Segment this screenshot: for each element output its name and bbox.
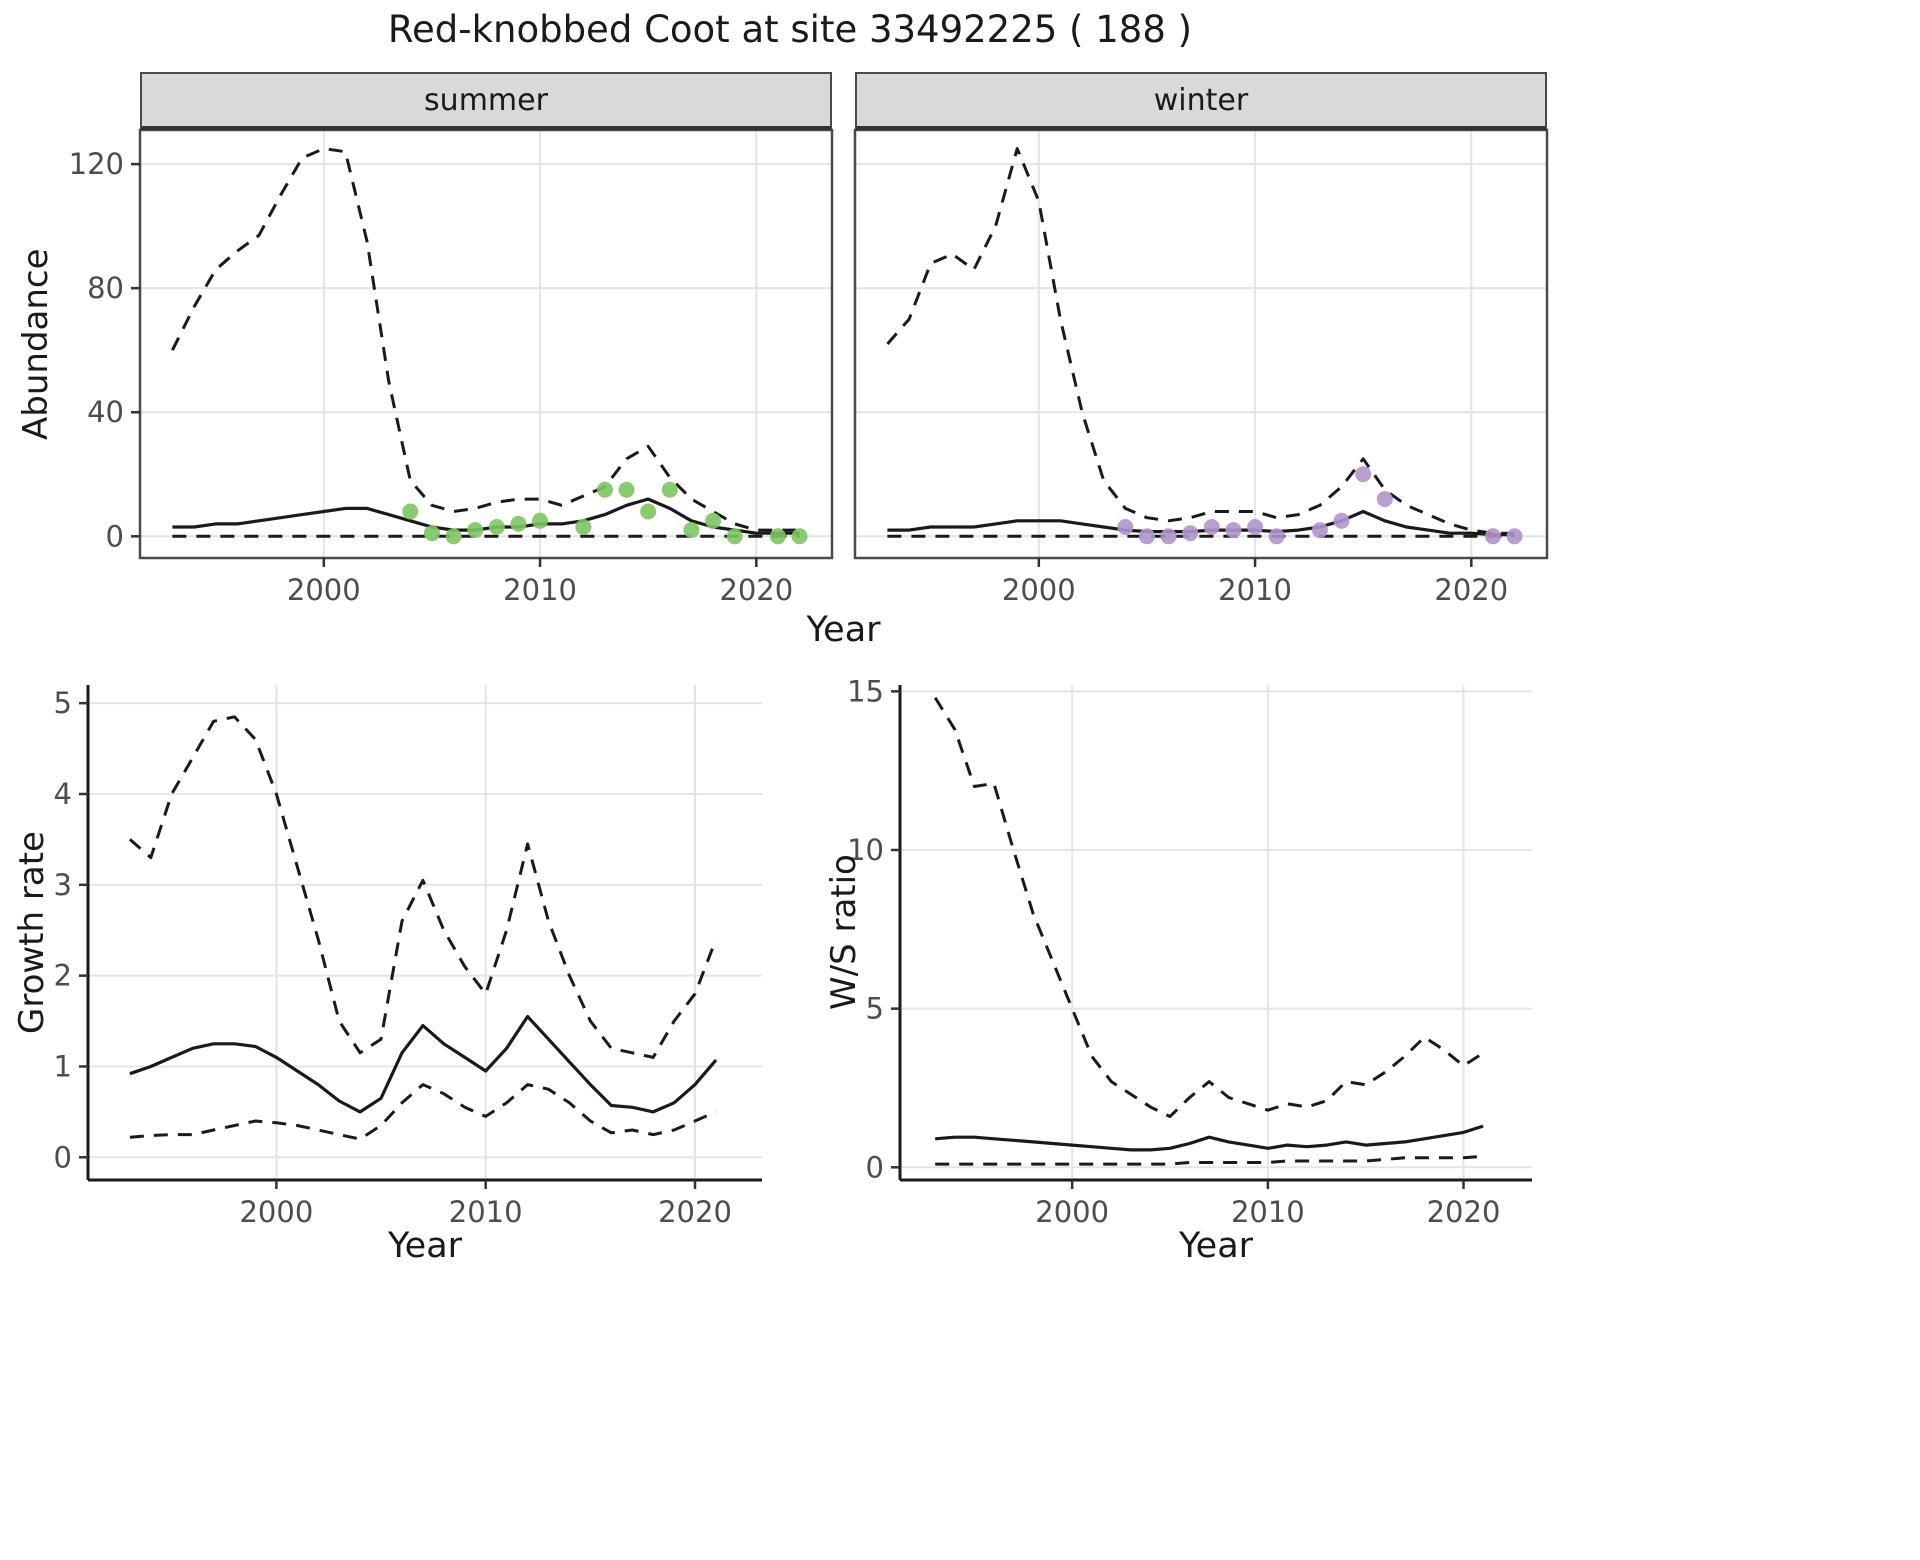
winter-panel-x-tick-label: 2000 xyxy=(1002,573,1076,607)
ratio-panel-upper_ci-line xyxy=(933,696,1484,1118)
winter-panel-observation-point xyxy=(1506,528,1523,545)
summer-panel-observation-point xyxy=(510,515,527,532)
growth-panel-y-tick-label: 0 xyxy=(54,1140,72,1174)
summer-panel-observation-point xyxy=(402,503,419,520)
winter-panel-observation-point xyxy=(1138,528,1155,545)
growth-panel-y-tick-label: 2 xyxy=(54,959,72,993)
winter-panel-observation-point xyxy=(1311,522,1328,539)
summer-panel-y-tick-label: 0 xyxy=(106,519,124,553)
summer-panel-observation-point xyxy=(532,512,549,529)
winter-panel-observation-point xyxy=(1268,528,1285,545)
ratio-panel-y-tick-label: 15 xyxy=(847,674,884,708)
ratio-panel-background xyxy=(900,685,1532,1180)
winter-panel-observation-point xyxy=(1355,466,1372,483)
summer-panel-observation-point xyxy=(445,528,462,545)
growth-panel-background xyxy=(88,685,762,1180)
summer-panel-upper_ci-line xyxy=(171,147,800,532)
ratio-panel-x-tick-label: 2000 xyxy=(1035,1195,1109,1229)
winter-panel-observation-point xyxy=(1484,528,1501,545)
summer-panel-x-tick-label: 2000 xyxy=(287,573,361,607)
summer-panel-observation-point xyxy=(596,481,613,498)
summer-panel-x-tick-label: 2010 xyxy=(503,573,577,607)
facet-strip-winter-label: winter xyxy=(1153,82,1249,118)
growth-panel-x-tick-label: 2010 xyxy=(449,1195,523,1229)
facet-strip-summer-label: summer xyxy=(424,82,548,118)
summer-panel-observation-point xyxy=(705,512,722,529)
top-year-axis-label: Year xyxy=(806,610,881,650)
summer-panel-y-tick-label: 120 xyxy=(69,147,124,181)
figure-title: Red-knobbed Coot at site 33492225 ( 188 … xyxy=(387,8,1193,51)
summer-panel-y-tick-label: 40 xyxy=(87,395,124,429)
summer-panel-observation-point xyxy=(769,528,786,545)
winter-panel-upper_ci-line xyxy=(886,147,1515,535)
winter-panel-x-tick-label: 2020 xyxy=(1434,573,1508,607)
growth-panel-y-tick-label: 5 xyxy=(54,686,72,720)
growth-panel-upper_ci-line xyxy=(128,715,718,1059)
summer-panel-observation-point xyxy=(791,528,808,545)
winter-panel-observation-point xyxy=(1160,528,1177,545)
winter-panel-observation-point xyxy=(1247,518,1264,535)
winter-panel-observation-point xyxy=(1182,525,1199,542)
summer-panel-observation-point xyxy=(618,481,635,498)
summer-panel-observation-point xyxy=(640,503,657,520)
summer-panel-mean-line xyxy=(172,497,800,535)
abundance-axis-label: Abundance xyxy=(16,248,56,440)
winter-panel-background xyxy=(855,130,1547,558)
growth-rate-axis-label: Growth rate xyxy=(12,831,52,1034)
summer-panel-observation-point xyxy=(726,528,743,545)
summer-panel-y-tick-label: 80 xyxy=(87,271,124,305)
facet-strip-summer: summer xyxy=(140,72,832,130)
summer-panel-border xyxy=(138,128,834,560)
winter-panel-observation-point xyxy=(1203,518,1220,535)
growth-panel-mean-line xyxy=(129,1014,718,1114)
winter-panel-observation-point xyxy=(1333,512,1350,529)
growth-panel-y-tick-label: 1 xyxy=(54,1049,72,1083)
winter-panel-observation-point xyxy=(1376,491,1393,508)
winter-panel-observation-point xyxy=(1117,518,1134,535)
summer-panel-observation-point xyxy=(683,522,700,539)
ratio-panel-x-tick-label: 2020 xyxy=(1427,1195,1501,1229)
summer-panel-observation-point xyxy=(575,518,592,535)
winter-panel-mean-line xyxy=(887,509,1515,537)
ratio-panel-y-tick-label: 5 xyxy=(866,992,884,1026)
ratio-year-axis-label: Year xyxy=(1178,1226,1254,1266)
growth-panel-y-tick-label: 4 xyxy=(54,777,72,811)
ratio-panel-lower_ci-line xyxy=(935,1154,1484,1166)
winter-panel-x-tick-label: 2010 xyxy=(1218,573,1292,607)
facet-strip-winter: winter xyxy=(855,72,1547,130)
growth-panel-x-tick-label: 2000 xyxy=(239,1195,313,1229)
ratio-panel-mean-line xyxy=(935,1124,1484,1152)
growth-panel-y-tick-label: 3 xyxy=(54,868,72,902)
summer-panel-observation-point xyxy=(467,522,484,539)
ratio-panel-x-tick-label: 2010 xyxy=(1231,1195,1305,1229)
ws-ratio-axis-label: W/S ratio xyxy=(824,854,864,1011)
summer-panel-x-tick-label: 2020 xyxy=(719,573,793,607)
summer-panel-observation-point xyxy=(488,518,505,535)
winter-panel-border xyxy=(853,128,1549,560)
summer-panel-background xyxy=(140,130,832,558)
growth-panel-x-tick-label: 2020 xyxy=(658,1195,732,1229)
growth-year-axis-label: Year xyxy=(387,1226,463,1266)
summer-panel-observation-point xyxy=(423,525,440,542)
ratio-panel-y-tick-label: 0 xyxy=(866,1150,884,1184)
winter-panel-observation-point xyxy=(1225,522,1242,539)
ratio-panel-y-tick-label: 10 xyxy=(847,833,884,867)
summer-panel-observation-point xyxy=(661,481,678,498)
growth-panel-lower_ci-line xyxy=(129,1083,717,1141)
